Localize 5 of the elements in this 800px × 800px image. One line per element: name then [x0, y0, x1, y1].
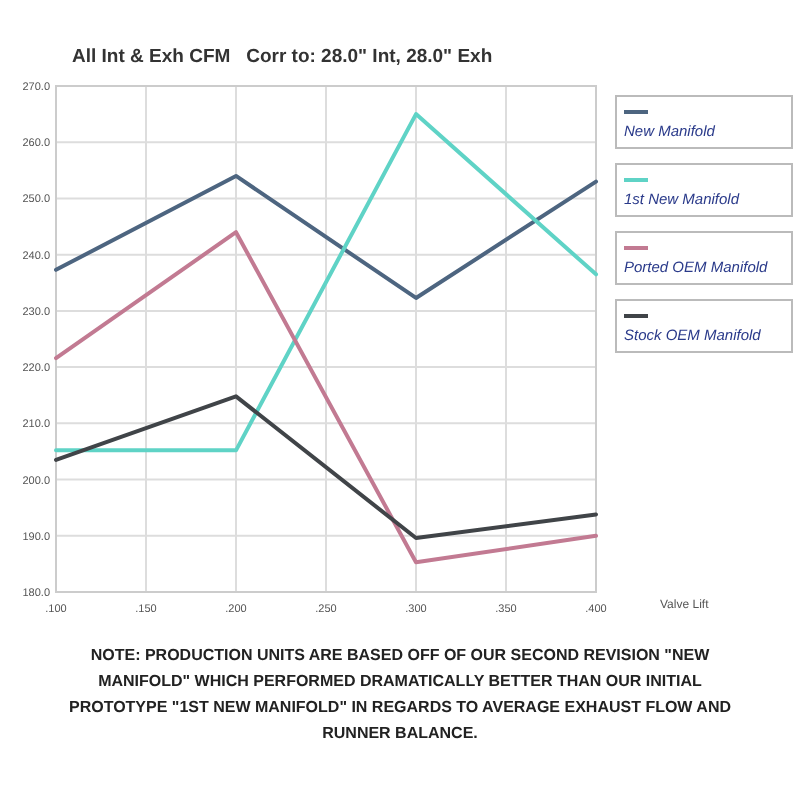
line-series — [54, 230, 598, 565]
line-series — [54, 394, 598, 541]
line-series — [54, 173, 598, 300]
text: NOTE: PRODUCTION UNITS ARE BASED OFF OF OUR SECOND REVISION "NEW MANIFOLD" WHICH PERFORMED DRAMATICALLY BETTER THAN OUR INITIAL PROTOTYPE "1ST NEW MANIFOLD" IN REGARDS TO AVERAGE EXHAUST FLOW AND RUNNER BALANCE. — [68, 646, 732, 742]
chart-title: All Int & Exh CFM Corr to: 28.0" Int, 28.0" Exh — [72, 46, 493, 68]
